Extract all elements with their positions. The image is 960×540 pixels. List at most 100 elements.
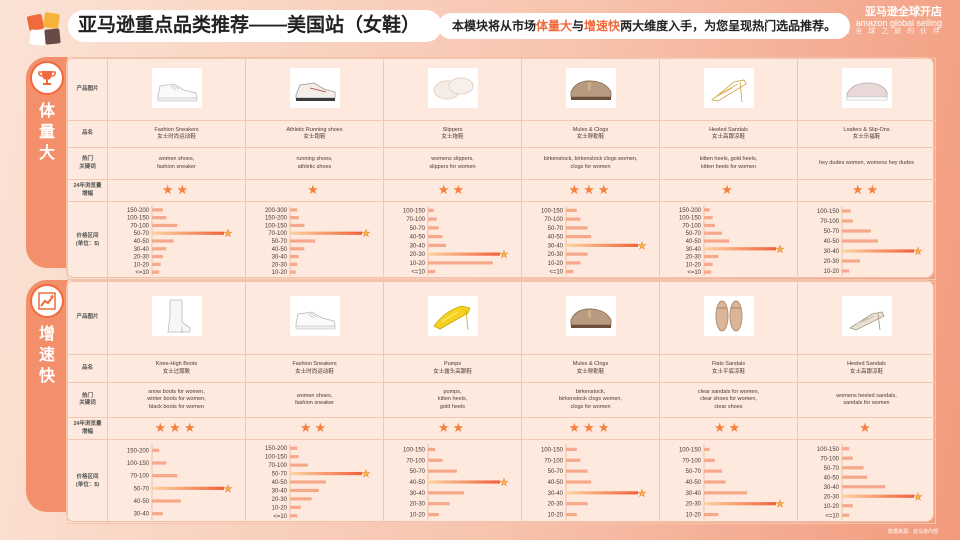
product-name-cell: Knee-High Boots 女士过膝靴 bbox=[107, 354, 246, 383]
growth-stars-cell: ★ bbox=[245, 179, 384, 202]
keywords-cell: kitten heels, gold heels, kitten heels f… bbox=[659, 147, 798, 180]
product-image-yellow-pump[interactable] bbox=[427, 296, 478, 337]
highlight-star-icon: ★ bbox=[913, 491, 922, 502]
star-icon: ★ bbox=[437, 420, 453, 436]
price-range-cell: 200-300 150-200 100-150 70-100 ★ 50-70 40-50 30… bbox=[245, 201, 384, 280]
product-name: Flats Sandals bbox=[711, 361, 746, 368]
bar bbox=[427, 217, 437, 221]
highlight-star-icon: ★ bbox=[223, 228, 232, 239]
product-image-flat-sandal[interactable] bbox=[703, 296, 754, 337]
row-label-name: 品名 bbox=[67, 354, 108, 383]
product-name-cn: 女士穆勒鞋 bbox=[576, 134, 605, 140]
star-icon: ★ bbox=[169, 420, 184, 436]
tick-label: 30-40 bbox=[271, 488, 287, 494]
star-rating: ★★★ bbox=[155, 420, 199, 435]
tick-label: 20-30 bbox=[547, 501, 563, 507]
product-image-heel-sandal[interactable] bbox=[841, 296, 892, 337]
tick-label: 40-50 bbox=[823, 475, 839, 481]
tick-label: 10-20 bbox=[409, 512, 425, 518]
tick-label: 20-30 bbox=[271, 262, 287, 268]
bar bbox=[151, 448, 159, 452]
star-rating: ★ bbox=[307, 182, 322, 197]
growth-panel: 产品图片 品名 Knee-High Boots 女士过膝靴 Fashion Sneake… bbox=[66, 280, 936, 524]
product-image-cell bbox=[521, 281, 660, 355]
tick-label: 40-50 bbox=[547, 480, 563, 486]
product-name-cn: 女士乐福鞋 bbox=[852, 134, 881, 140]
growth-stars-cell: ★★ bbox=[107, 179, 246, 202]
product-image-slip-on[interactable] bbox=[841, 67, 892, 108]
row-keywords: 热门 关键词 women shoes, fashion sneaker runnin… bbox=[67, 147, 936, 180]
star-rating: ★★ bbox=[438, 182, 467, 197]
product-name: Heeled Sandals bbox=[847, 361, 886, 368]
product-image-white-sneaker[interactable] bbox=[151, 67, 202, 108]
bar bbox=[289, 246, 304, 250]
product-name-cn: 女士高跟凉鞋 bbox=[711, 134, 745, 140]
bar bbox=[427, 208, 434, 212]
star-rating: ★★ bbox=[162, 182, 191, 197]
bar bbox=[289, 262, 297, 266]
keywords-cell: clear sandals for women, clear shoes for… bbox=[659, 382, 798, 418]
bar bbox=[427, 458, 442, 462]
bar bbox=[289, 223, 304, 227]
tick-label: 100-150 bbox=[126, 215, 149, 221]
bar bbox=[151, 498, 181, 503]
tick-label: 50-70 bbox=[133, 231, 149, 237]
product-image-white-sneaker-2[interactable] bbox=[289, 296, 340, 337]
product-table: 产品图片 品名 Fashion Sneakers 女士时尚运动鞋 Athletic Ru… bbox=[67, 58, 936, 280]
star-icon: ★ bbox=[161, 182, 177, 198]
bar bbox=[289, 496, 312, 500]
product-image-cell bbox=[107, 281, 246, 355]
tick-label: 50-70 bbox=[133, 486, 149, 492]
star-icon: ★ bbox=[583, 420, 598, 436]
tick-label: 40-50 bbox=[547, 234, 563, 240]
bar bbox=[427, 469, 457, 473]
product-image-running-shoe[interactable] bbox=[289, 67, 340, 108]
bar bbox=[841, 446, 849, 450]
keywords-cell: hey dudes women, womens hey dudes bbox=[797, 147, 936, 180]
product-name: Heeled Sandals bbox=[709, 126, 748, 133]
growth-stars-cell: ★★ bbox=[383, 417, 522, 440]
star-icon: ★ bbox=[307, 182, 322, 198]
tick-label: <=10 bbox=[411, 269, 425, 275]
star-icon: ★ bbox=[568, 420, 584, 436]
bar bbox=[289, 513, 297, 517]
product-image-gold-heel-sandal[interactable] bbox=[703, 67, 754, 108]
star-icon: ★ bbox=[859, 420, 874, 436]
price-range-cell: 100-150 70-100 50-70 40-50 30-40 20-30 ★ 10-20 bbox=[659, 439, 798, 524]
bar bbox=[151, 207, 163, 211]
bar bbox=[151, 238, 174, 243]
product-image-clog[interactable] bbox=[565, 67, 616, 108]
tick-label: 20-30 bbox=[685, 254, 701, 260]
row-label-price: 价格区间 (单位：$) bbox=[67, 201, 108, 280]
row-growth: 24年浏览量 增幅 ★★ ★ ★★ ★★★ ★ ★★ bbox=[67, 179, 936, 202]
product-name: Fashion Sneakers bbox=[292, 361, 337, 368]
row-label-image: 产品图片 bbox=[67, 281, 108, 355]
product-image-white-boot[interactable] bbox=[151, 296, 202, 337]
tick-label: 50-70 bbox=[823, 229, 839, 235]
star-rating: ★ bbox=[721, 182, 736, 197]
tick-label: 30-40 bbox=[823, 484, 839, 490]
star-rating: ★★★ bbox=[569, 182, 613, 197]
row-label-price: 价格区间 (单位：$) bbox=[67, 439, 108, 524]
bar bbox=[565, 512, 577, 516]
product-image-fuzzy-slipper[interactable] bbox=[427, 67, 478, 108]
star-icon: ★ bbox=[452, 420, 468, 436]
bar bbox=[427, 243, 446, 247]
bar bbox=[703, 469, 722, 473]
bar bbox=[565, 225, 588, 229]
amazon-global-selling-logo: 亚马逊全球开店 amazon global selling 开 启 全 球 之 … bbox=[829, 6, 942, 35]
bar bbox=[289, 505, 301, 509]
product-image-clog-2[interactable] bbox=[565, 296, 616, 337]
product-name: Knee-High Boots bbox=[155, 361, 198, 368]
product-image-cell bbox=[659, 281, 798, 355]
bar bbox=[151, 270, 159, 274]
page-title: 亚马逊重点品类推荐——美国站（女鞋） bbox=[68, 10, 443, 42]
bar bbox=[151, 460, 166, 465]
tick-label: 20-30 bbox=[685, 501, 701, 507]
tick-label: 150-200 bbox=[126, 207, 149, 213]
price-range-cell: 150-200 100-150 70-100 50-70 ★ 40-50 30-40 bbox=[107, 439, 246, 524]
tick-label: 30-40 bbox=[547, 243, 563, 249]
highlight-star-icon: ★ bbox=[223, 483, 232, 494]
tick-label: 30-40 bbox=[547, 490, 563, 496]
